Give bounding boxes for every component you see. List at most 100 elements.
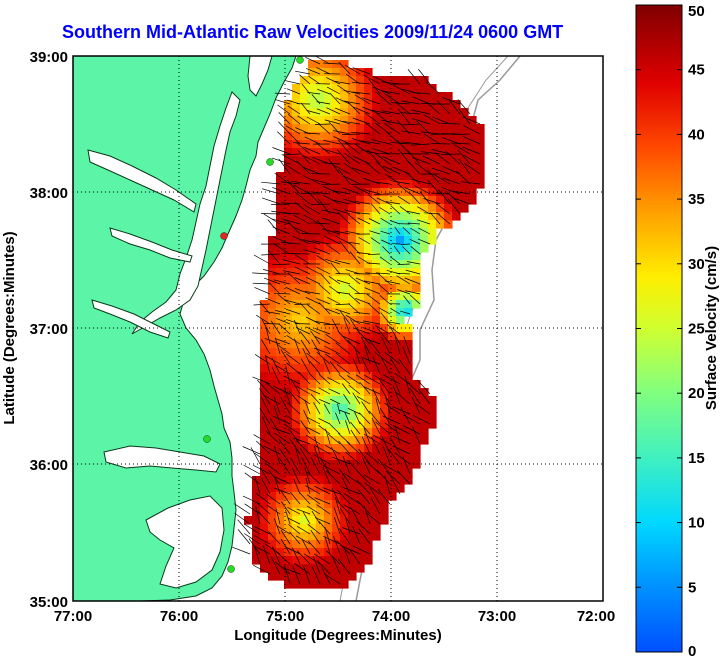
velocity-cell [284, 140, 293, 149]
velocity-vector [371, 148, 391, 155]
velocity-vector [290, 379, 301, 395]
velocity-cell [348, 324, 357, 333]
velocity-cell [300, 388, 309, 397]
velocity-vector [254, 475, 261, 495]
velocity-cell [292, 148, 301, 157]
velocity-vector [276, 343, 291, 355]
velocity-cell [260, 308, 269, 317]
velocity-cell [388, 164, 397, 173]
velocity-cell [300, 548, 309, 557]
velocity-cell [388, 484, 397, 493]
velocity-vector [345, 230, 361, 235]
velocity-cell [388, 132, 397, 141]
velocity-vector [354, 94, 371, 105]
velocity-vector [355, 374, 371, 385]
velocity-cell [372, 260, 381, 269]
velocity-vector [294, 202, 311, 215]
velocity-vector [305, 478, 311, 495]
velocity-cell [308, 116, 317, 125]
velocity-cell [300, 124, 309, 133]
velocity-cell [452, 204, 461, 213]
velocity-cell [324, 564, 333, 573]
velocity-vector [318, 521, 331, 535]
velocity-vector [462, 146, 481, 155]
velocity-vector [363, 189, 381, 195]
velocity-cell [324, 260, 333, 269]
velocity-cell [316, 412, 325, 421]
velocity-vector [364, 345, 371, 365]
velocity-cell [324, 356, 333, 365]
velocity-vector [312, 556, 321, 575]
velocity-vector [345, 241, 361, 245]
velocity-cell [372, 180, 381, 189]
x-axis-title: Longitude (Degrees:Minutes) [234, 627, 442, 644]
velocity-cell [324, 60, 333, 69]
velocity-cell [428, 188, 437, 197]
velocity-cell [412, 452, 421, 461]
colorbar-tick-label: 20 [688, 385, 705, 402]
velocity-cell [388, 364, 397, 373]
velocity-vector [321, 183, 341, 186]
velocity-cell [380, 140, 389, 149]
velocity-cell [324, 316, 333, 325]
velocity-cell [300, 196, 309, 205]
velocity-vector [458, 158, 471, 175]
velocity-cell [332, 508, 341, 517]
velocity-vector [254, 354, 271, 365]
velocity-cell [356, 140, 365, 149]
velocity-cell [308, 324, 317, 333]
velocity-cell [380, 468, 389, 477]
velocity-cell [324, 452, 333, 461]
velocity-vector [373, 434, 391, 445]
velocity-vector [380, 357, 391, 375]
velocity-vector [294, 277, 311, 285]
velocity-cell [356, 276, 365, 285]
velocity-vector [344, 142, 361, 155]
velocity-cell [332, 132, 341, 141]
velocity-cell [412, 180, 421, 189]
velocity-vector [407, 69, 421, 85]
velocity-cell [276, 452, 285, 461]
velocity-vector [366, 262, 381, 265]
velocity-cell [316, 124, 325, 133]
velocity-cell [388, 444, 397, 453]
velocity-cell [412, 412, 421, 421]
velocity-cell [436, 164, 445, 173]
velocity-vector [272, 147, 291, 155]
velocity-vector [352, 81, 371, 85]
velocity-vector [314, 445, 321, 465]
velocity-cell [332, 324, 341, 333]
velocity-cell [308, 436, 317, 445]
velocity-cell [388, 116, 397, 125]
velocity-cell [388, 212, 397, 221]
velocity-cell [404, 468, 413, 477]
velocity-vector [402, 456, 411, 475]
velocity-vector [342, 546, 361, 555]
velocity-cell [396, 420, 405, 429]
velocity-vector [343, 393, 351, 405]
velocity-cell [356, 244, 365, 253]
velocity-cell [300, 532, 309, 541]
colorbar-tick-label: 10 [688, 515, 705, 532]
velocity-cell [404, 252, 413, 261]
velocity-vector [261, 253, 281, 256]
velocity-cell [292, 580, 301, 589]
velocity-vector [394, 452, 411, 465]
velocity-cell [332, 140, 341, 149]
velocity-cell [332, 364, 341, 373]
velocity-vector [431, 149, 451, 155]
velocity-cell [292, 132, 301, 141]
velocity-vector [272, 546, 281, 565]
velocity-cell [292, 108, 301, 117]
velocity-vector [275, 551, 291, 565]
velocity-vector [375, 161, 391, 175]
velocity-vector [263, 269, 281, 275]
velocity-cell [356, 92, 365, 101]
velocity-vector [335, 107, 351, 115]
velocity-vector [371, 139, 391, 145]
velocity-vector [261, 197, 281, 205]
velocity-cell [276, 548, 285, 557]
velocity-vector [253, 535, 271, 545]
